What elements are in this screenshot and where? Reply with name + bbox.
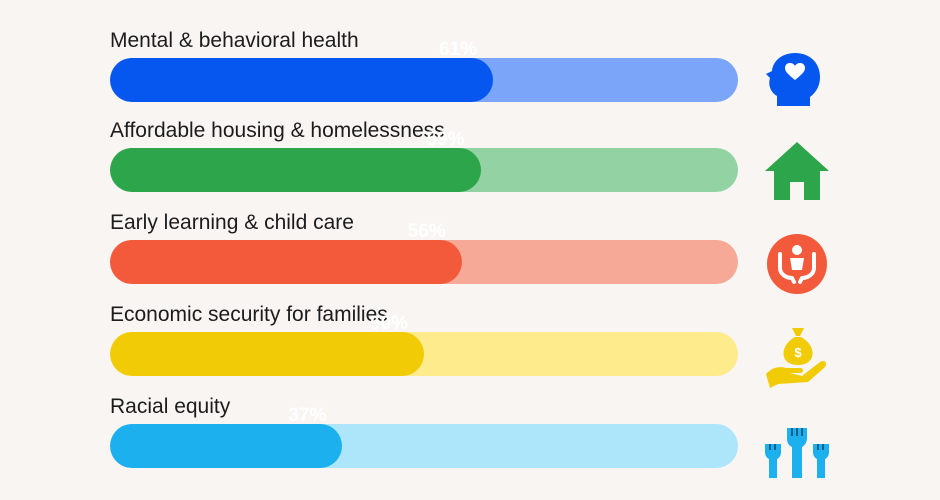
category-label: Economic security for families (110, 303, 388, 326)
data-label: 50% (369, 313, 408, 334)
category-label: Early learning & child care (110, 211, 354, 234)
category-label: Affordable housing & homelessness (110, 119, 445, 142)
bar-fill (110, 58, 494, 102)
data-label: 37% (288, 405, 327, 426)
bar-row-racial-equity: Racial equity 37% (0, 394, 940, 486)
bar-track (110, 148, 738, 192)
bar-row-housing: Affordable housing & homelessness 59% (0, 118, 940, 210)
raised-fists-icon (765, 428, 829, 478)
data-label: 56% (407, 221, 446, 242)
bar-track (110, 240, 738, 284)
bar-track (110, 424, 738, 468)
hand-money-bag-icon: $ (766, 328, 827, 388)
dollar-symbol: $ (794, 345, 802, 360)
bar-fill (110, 240, 462, 284)
bar-row-early-learning: Early learning & child care 56% (0, 210, 940, 302)
bar-track (110, 58, 738, 102)
bar-row-mental-health: Mental & behavioral health 61% (0, 28, 940, 120)
hands-child-icon (767, 234, 827, 294)
bar-row-economic-security: Economic security for families 50% $ (0, 302, 940, 394)
bar-fill (110, 332, 424, 376)
bar-fill (110, 148, 481, 192)
category-label: Mental & behavioral health (110, 29, 359, 52)
data-label: 59% (426, 129, 465, 150)
head-heart-icon (766, 53, 820, 106)
house-icon (765, 142, 829, 200)
data-label: 61% (439, 39, 478, 60)
category-label: Racial equity (110, 395, 231, 418)
bar-fill (110, 424, 343, 468)
bar-track (110, 332, 738, 376)
